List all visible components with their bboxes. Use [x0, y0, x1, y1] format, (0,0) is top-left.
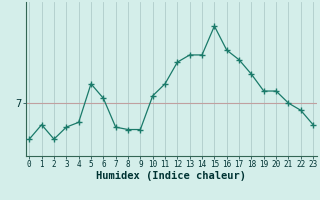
X-axis label: Humidex (Indice chaleur): Humidex (Indice chaleur)	[96, 171, 246, 181]
